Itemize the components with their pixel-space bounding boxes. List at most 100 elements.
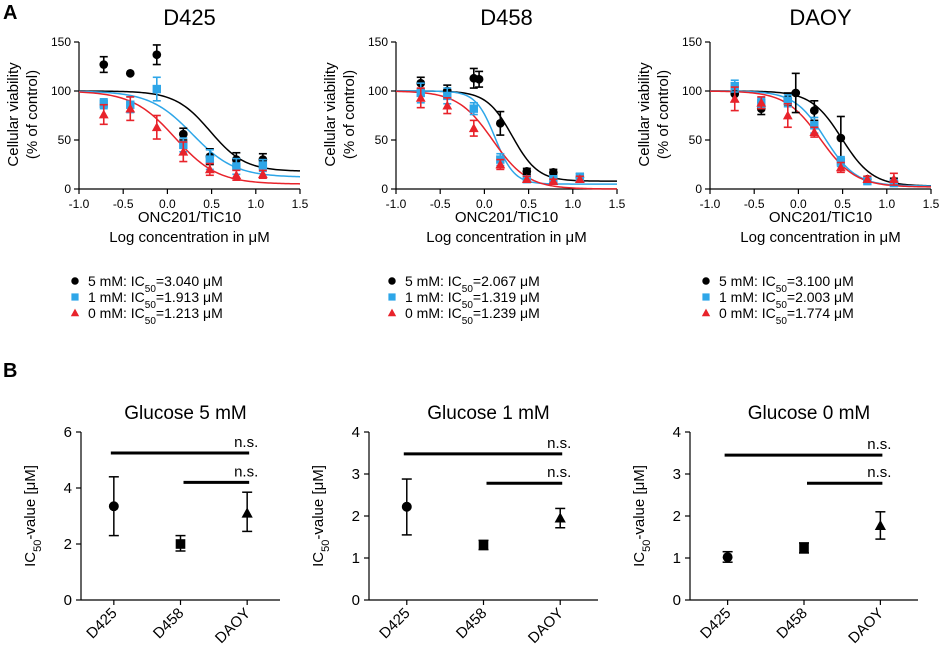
x-tick-label: -1.0 <box>700 197 721 211</box>
category-label: D458 <box>150 605 187 642</box>
data-point-circle <box>549 168 558 177</box>
data-point-circle <box>125 69 135 78</box>
x-tick-label: 0.0 <box>159 197 176 211</box>
legend-marker-square <box>388 293 396 301</box>
y-tick-label: 4 <box>673 424 681 441</box>
x-tick-label: -1.0 <box>69 197 90 211</box>
y-tick-label: 0 <box>64 592 72 609</box>
legend-marker-circle <box>388 277 396 285</box>
x-tick-label: 0.5 <box>203 197 220 211</box>
data-point-square <box>799 543 809 553</box>
x-tick-label: 1.0 <box>247 197 264 211</box>
data-point-square <box>783 96 792 105</box>
data-point-triangle <box>125 103 136 113</box>
legend-label: 5 mM: IC50=3.100 μM <box>719 273 854 295</box>
data-point-triangle <box>756 97 767 107</box>
chart-title: D458 <box>480 5 533 30</box>
ic50-chart-glucose-0mm: Glucose 0 mM 0 1 2 3 4 D425 D458 DAOY IC50-value … <box>631 403 918 647</box>
chart-title: Glucose 5 mM <box>124 403 246 424</box>
y-axis-label-line1: Cellular viability <box>5 62 22 167</box>
x-tick-label: -0.5 <box>744 197 765 211</box>
data-point-square <box>175 539 186 549</box>
data-point-triangle <box>835 162 846 172</box>
x-axis-label-line1: ONC201/TIC10 <box>138 209 241 226</box>
data-point-circle <box>836 133 846 143</box>
x-tick-label: -0.5 <box>430 197 451 211</box>
data-point-triangle <box>257 169 268 179</box>
significance-label: n.s. <box>234 434 258 451</box>
legend-label: 0 mM: IC50=1.239 μM <box>405 305 540 327</box>
y-tick-label: 150 <box>368 35 388 49</box>
x-tick-label: -1.0 <box>386 197 407 211</box>
legend-label: 1 mM: IC50=1.319 μM <box>405 289 540 311</box>
data-point-triangle <box>468 123 479 133</box>
x-tick-label: 1.0 <box>564 197 581 211</box>
y-tick-label: 0 <box>673 592 681 609</box>
category-label: DAOY <box>525 605 567 647</box>
data-point-circle <box>722 552 733 563</box>
x-axis-label-line2: Log concentration in μM <box>740 229 900 246</box>
x-axis-label-line1: ONC201/TIC10 <box>455 209 558 226</box>
data-point-circle <box>99 60 109 69</box>
y-tick-label: 6 <box>64 424 72 441</box>
data-point-triangle <box>809 127 820 137</box>
dose-response-chart-d425: D425 0 50 100 150 -1.0 -0.5 0.0 0.5 1.0 1.5 ONC201/… <box>5 5 309 327</box>
data-point-triangle <box>415 92 426 102</box>
data-point-triangle <box>548 176 559 186</box>
data-point-circle <box>495 119 505 128</box>
data-point-square <box>478 540 489 550</box>
x-axis-label-line2: Log concentration in μM <box>109 229 269 246</box>
x-axis-label-line1: ONC201/TIC10 <box>769 209 872 226</box>
category-label: DAOY <box>845 605 887 647</box>
data-point-square <box>836 157 846 166</box>
y-tick-label: 50 <box>689 133 703 147</box>
significance-label: n.s. <box>234 463 258 480</box>
x-tick-label: 1.5 <box>923 197 940 211</box>
data-point-triangle <box>495 159 506 169</box>
data-point-square <box>810 121 819 130</box>
significance-label: n.s. <box>547 435 571 452</box>
legend-marker-triangle <box>70 308 80 317</box>
data-point-circle <box>522 167 532 176</box>
y-tick-label: 150 <box>682 35 702 49</box>
y-tick-label: 1 <box>352 550 360 567</box>
y-tick-label: 100 <box>51 84 71 98</box>
data-point-triangle <box>874 519 886 531</box>
data-point-circle <box>108 501 119 512</box>
legend-marker-triangle <box>387 308 397 317</box>
y-axis-label: IC50-value [μM] <box>22 465 44 567</box>
data-point-triangle <box>554 512 566 523</box>
y-tick-label: 2 <box>673 508 681 525</box>
data-point-triangle <box>862 174 873 184</box>
y-tick-label: 2 <box>64 536 72 553</box>
data-point-square <box>469 104 478 113</box>
legend-label: 0 mM: IC50=1.774 μM <box>719 305 854 327</box>
data-point-square <box>205 155 215 164</box>
legend-marker-circle <box>71 277 79 285</box>
category-label: DAOY <box>212 605 254 647</box>
chart-title: Glucose 1 mM <box>427 403 549 424</box>
y-tick-label: 0 <box>352 592 360 609</box>
x-tick-label: 1.0 <box>878 197 895 211</box>
category-label: D425 <box>83 605 120 642</box>
data-point-square <box>152 84 161 94</box>
legend-label: 5 mM: IC50=2.067 μM <box>405 273 540 295</box>
data-point-circle <box>791 88 801 98</box>
legend-label: 1 mM: IC50=1.913 μM <box>88 289 223 311</box>
y-tick-label: 150 <box>51 35 71 49</box>
legend-marker-square <box>71 293 79 301</box>
x-tick-label: 1.5 <box>292 197 309 211</box>
ic50-chart-glucose-1mm: Glucose 1 mM 0 1 2 3 4 D425 D458 DAOY IC50-value … <box>310 403 598 647</box>
data-point-square <box>258 161 268 170</box>
x-tick-label: -0.5 <box>113 197 134 211</box>
chart-title: Glucose 0 mM <box>748 403 870 424</box>
y-axis-label-line1: Cellular viability <box>322 62 339 167</box>
data-point-triangle <box>151 122 162 132</box>
data-point-triangle <box>98 109 109 119</box>
significance-label: n.s. <box>867 436 891 453</box>
chart-title: D425 <box>163 5 216 30</box>
category-label: D458 <box>453 605 490 642</box>
data-point-triangle <box>782 110 793 120</box>
